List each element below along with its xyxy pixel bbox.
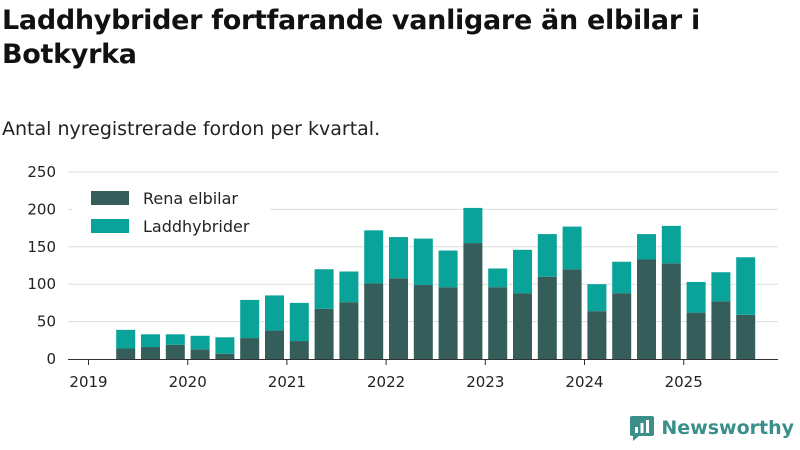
bar-electric [513, 293, 532, 359]
y-tick-label: 150 [27, 238, 56, 256]
newsworthy-icon [630, 416, 655, 441]
bar-hybrid [339, 271, 359, 303]
bar-hybrid [314, 269, 334, 309]
y-tick-label: 100 [27, 275, 56, 293]
bar-hybrid [190, 335, 210, 350]
legend-label: Laddhybrider [143, 217, 250, 236]
bar-electric [537, 276, 557, 359]
x-tick-label: 2021 [268, 373, 306, 391]
bar-hybrid [265, 295, 284, 331]
bar-electric [389, 278, 408, 359]
bar-hybrid [215, 337, 235, 354]
bar-hybrid [116, 329, 136, 349]
bar-hybrid [389, 237, 408, 279]
bar-electric [413, 284, 433, 359]
bar-electric [612, 293, 632, 359]
bar-electric [661, 263, 681, 359]
bar-electric [240, 338, 260, 359]
bar-electric [314, 308, 334, 359]
bar-hybrid [488, 268, 508, 288]
bar-hybrid [537, 234, 557, 277]
bar-hybrid [289, 302, 309, 342]
bar-electric [736, 314, 756, 359]
bar-electric [190, 349, 210, 359]
bar-hybrid [240, 299, 260, 339]
bar-hybrid [612, 261, 632, 294]
bar-hybrid [413, 238, 433, 285]
y-tick-label: 250 [27, 163, 56, 181]
bar-electric [637, 259, 656, 359]
bar-hybrid [513, 249, 532, 294]
bar-electric [686, 312, 706, 359]
bar-electric [587, 311, 607, 359]
bar-hybrid [736, 257, 756, 315]
y-tick-label: 200 [27, 200, 56, 218]
legend-swatch [91, 219, 129, 233]
legend-swatch [91, 191, 129, 205]
bar-electric [711, 301, 731, 359]
bar-electric [339, 302, 359, 359]
x-tick-label: 2022 [367, 373, 405, 391]
bar-electric [562, 269, 582, 359]
legend-label: Rena elbilar [143, 189, 238, 208]
brand-logo: Newsworthy [629, 414, 794, 442]
bar-electric [289, 341, 309, 359]
bar-hybrid [587, 284, 607, 312]
chart-subtitle: Antal nyregistrerade fordon per kvartal. [2, 118, 381, 140]
bar-hybrid [637, 234, 656, 260]
bar-hybrid [711, 272, 731, 302]
bar-hybrid [364, 230, 384, 284]
y-tick-label: 0 [46, 350, 56, 368]
x-tick-label: 2020 [169, 373, 207, 391]
y-tick-label: 50 [37, 313, 56, 331]
bar-electric [463, 243, 483, 359]
bar-hybrid [661, 225, 681, 264]
bar-hybrid [165, 334, 185, 345]
bar-hybrid [686, 281, 706, 313]
x-tick-label: 2023 [466, 373, 504, 391]
x-tick-label: 2025 [665, 373, 703, 391]
bar-electric [165, 344, 185, 359]
bar-hybrid [463, 207, 483, 244]
bar-electric [364, 283, 384, 359]
brand-name: Newsworthy [661, 417, 794, 439]
bar-electric [488, 287, 508, 359]
bar-hybrid [438, 250, 458, 288]
bar-electric [438, 287, 458, 359]
x-tick-label: 2019 [69, 373, 107, 391]
chart-title: Laddhybrider fortfarande vanligare än el… [2, 5, 700, 70]
x-tick-label: 2024 [565, 373, 603, 391]
bar-hybrid [141, 334, 160, 348]
bar-electric [215, 353, 235, 359]
bar-electric [116, 348, 136, 359]
bar-hybrid [562, 226, 582, 270]
bar-electric [141, 347, 160, 359]
bar-electric [265, 330, 284, 359]
